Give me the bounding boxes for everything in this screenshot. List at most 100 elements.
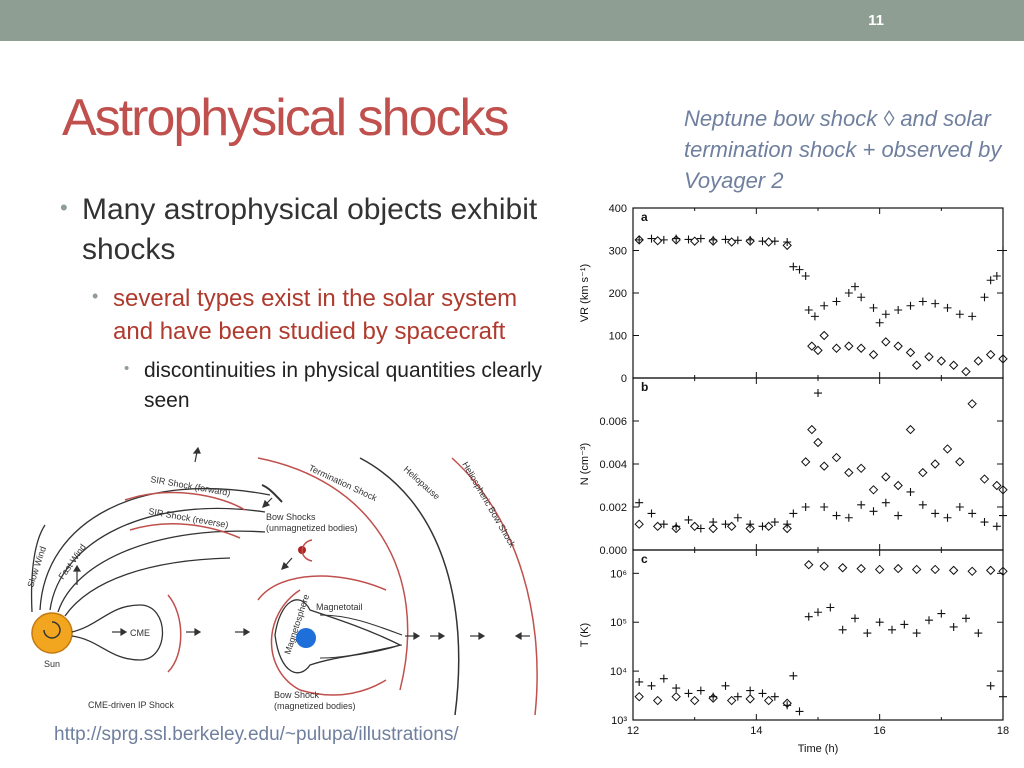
wind-line [64, 557, 231, 617]
chart-y-tick-label: 0.004 [599, 459, 627, 471]
slide-title: Astrophysical shocks [62, 89, 510, 147]
data-point-diamond [998, 485, 1008, 495]
source-link[interactable]: http://sprg.ssl.berkeley.edu/~pulupa/ill… [54, 724, 459, 745]
data-point-diamond [634, 519, 644, 529]
data-point-diamond [671, 235, 681, 245]
data-point-plus [820, 301, 829, 310]
chart-y-tick-label: 100 [609, 331, 627, 343]
data-point-plus [962, 614, 970, 623]
top-bar [0, 0, 1024, 41]
data-point-plus [894, 511, 903, 520]
data-point-plus [770, 518, 779, 527]
data-point-diamond [979, 474, 990, 484]
data-point-diamond [881, 337, 891, 347]
data-point-diamond [924, 352, 934, 362]
heliospheric-bow-shock [451, 457, 538, 716]
data-point-plus [881, 498, 890, 507]
bullet-level2-text: several types exist in the solar system … [113, 285, 518, 345]
chart-y-axis-label: VR (km s⁻¹) [579, 264, 591, 322]
data-point-diamond [955, 457, 965, 467]
data-point-diamond [671, 691, 681, 702]
data-point-plus [999, 692, 1007, 701]
data-point-diamond [992, 480, 1002, 491]
data-point-plus [992, 522, 1001, 531]
data-point-plus [906, 301, 915, 310]
data-point-diamond [819, 461, 829, 471]
data-point-plus [696, 234, 705, 243]
data-point-diamond [782, 240, 792, 251]
data-point-plus [955, 310, 964, 319]
data-point-diamond [844, 467, 854, 478]
chart-x-tick-label: 18 [997, 725, 1009, 737]
data-point-diamond [652, 521, 663, 532]
magnetized-bow-shock [270, 589, 387, 696]
cme-ip-shock [167, 594, 182, 673]
data-point-diamond [868, 349, 879, 360]
data-point-plus [814, 389, 822, 398]
bow-mag-label-1: Bow Shock [274, 690, 320, 700]
data-point-diamond [726, 695, 737, 706]
data-point-plus [696, 686, 705, 695]
data-point-diamond [942, 444, 953, 454]
data-point-plus [881, 310, 890, 319]
bullet-list: • Many astrophysical objects exhibit sho… [60, 190, 560, 416]
chart-panel-frame [632, 207, 1004, 379]
magnetotail-line [319, 644, 403, 659]
data-point-diamond [973, 356, 984, 366]
chart-panel-letter: c [641, 552, 648, 566]
data-point-plus [931, 509, 940, 518]
chart-y-tick-label: 10⁶ [610, 568, 627, 580]
chart-y-axis-label: T (K) [579, 623, 591, 647]
data-point-diamond [745, 523, 755, 534]
data-point-diamond [893, 480, 903, 491]
data-point-diamond [708, 236, 718, 246]
sun-label: Sun [44, 659, 60, 669]
data-point-plus [789, 671, 798, 680]
data-point-diamond [745, 236, 755, 246]
flow-arrows [72, 446, 530, 641]
data-point-diamond [918, 467, 928, 478]
data-point-plus [869, 507, 878, 516]
data-point-diamond [782, 523, 792, 534]
data-point-diamond [856, 463, 866, 474]
data-point-plus [900, 620, 909, 629]
data-point-plus [857, 293, 866, 302]
data-point-plus [844, 513, 853, 522]
data-point-plus [647, 509, 656, 518]
data-point-diamond [844, 341, 854, 351]
data-point-plus [857, 500, 866, 509]
data-point-diamond [911, 564, 922, 575]
data-point-diamond [967, 566, 977, 577]
data-point-diamond [763, 695, 774, 706]
data-point-plus [986, 681, 995, 690]
bullet-dot-icon: • [124, 360, 130, 377]
bullet-level1-text: Many astrophysical objects exhibit shock… [82, 193, 538, 266]
data-point-plus [844, 289, 853, 297]
chart-x-tick-label: 12 [627, 725, 639, 737]
data-point-plus [918, 500, 927, 509]
chart-y-tick-label: 400 [609, 203, 627, 215]
data-point-diamond [930, 564, 940, 575]
data-point-plus [974, 629, 983, 638]
data-point-diamond [819, 330, 829, 341]
sun-rotation-icon [43, 621, 61, 639]
data-point-plus [943, 303, 952, 312]
data-point-plus [721, 520, 730, 529]
data-point-diamond [804, 560, 814, 570]
bullet-level2: • several types exist in the solar syste… [92, 282, 560, 348]
chart-y-tick-label: 300 [609, 246, 627, 258]
voyager-chart: a 0 100 200 300 400 VR (km s⁻¹) b 0.000 0.002 0.00… [579, 203, 1009, 755]
data-point-diamond [911, 360, 922, 370]
data-point-plus [851, 614, 859, 623]
wind-line [57, 530, 266, 613]
data-point-plus [733, 513, 742, 522]
data-point-diamond [856, 563, 866, 574]
bullet-level3: • discontinuities in physical quantities… [124, 356, 560, 416]
data-point-plus [635, 677, 644, 686]
data-point-diamond [634, 235, 644, 245]
data-point-diamond [905, 424, 916, 435]
data-point-diamond [689, 695, 700, 706]
data-point-diamond [936, 356, 947, 366]
magnetized-bow-shock-top [257, 575, 387, 601]
data-point-plus [770, 692, 779, 701]
